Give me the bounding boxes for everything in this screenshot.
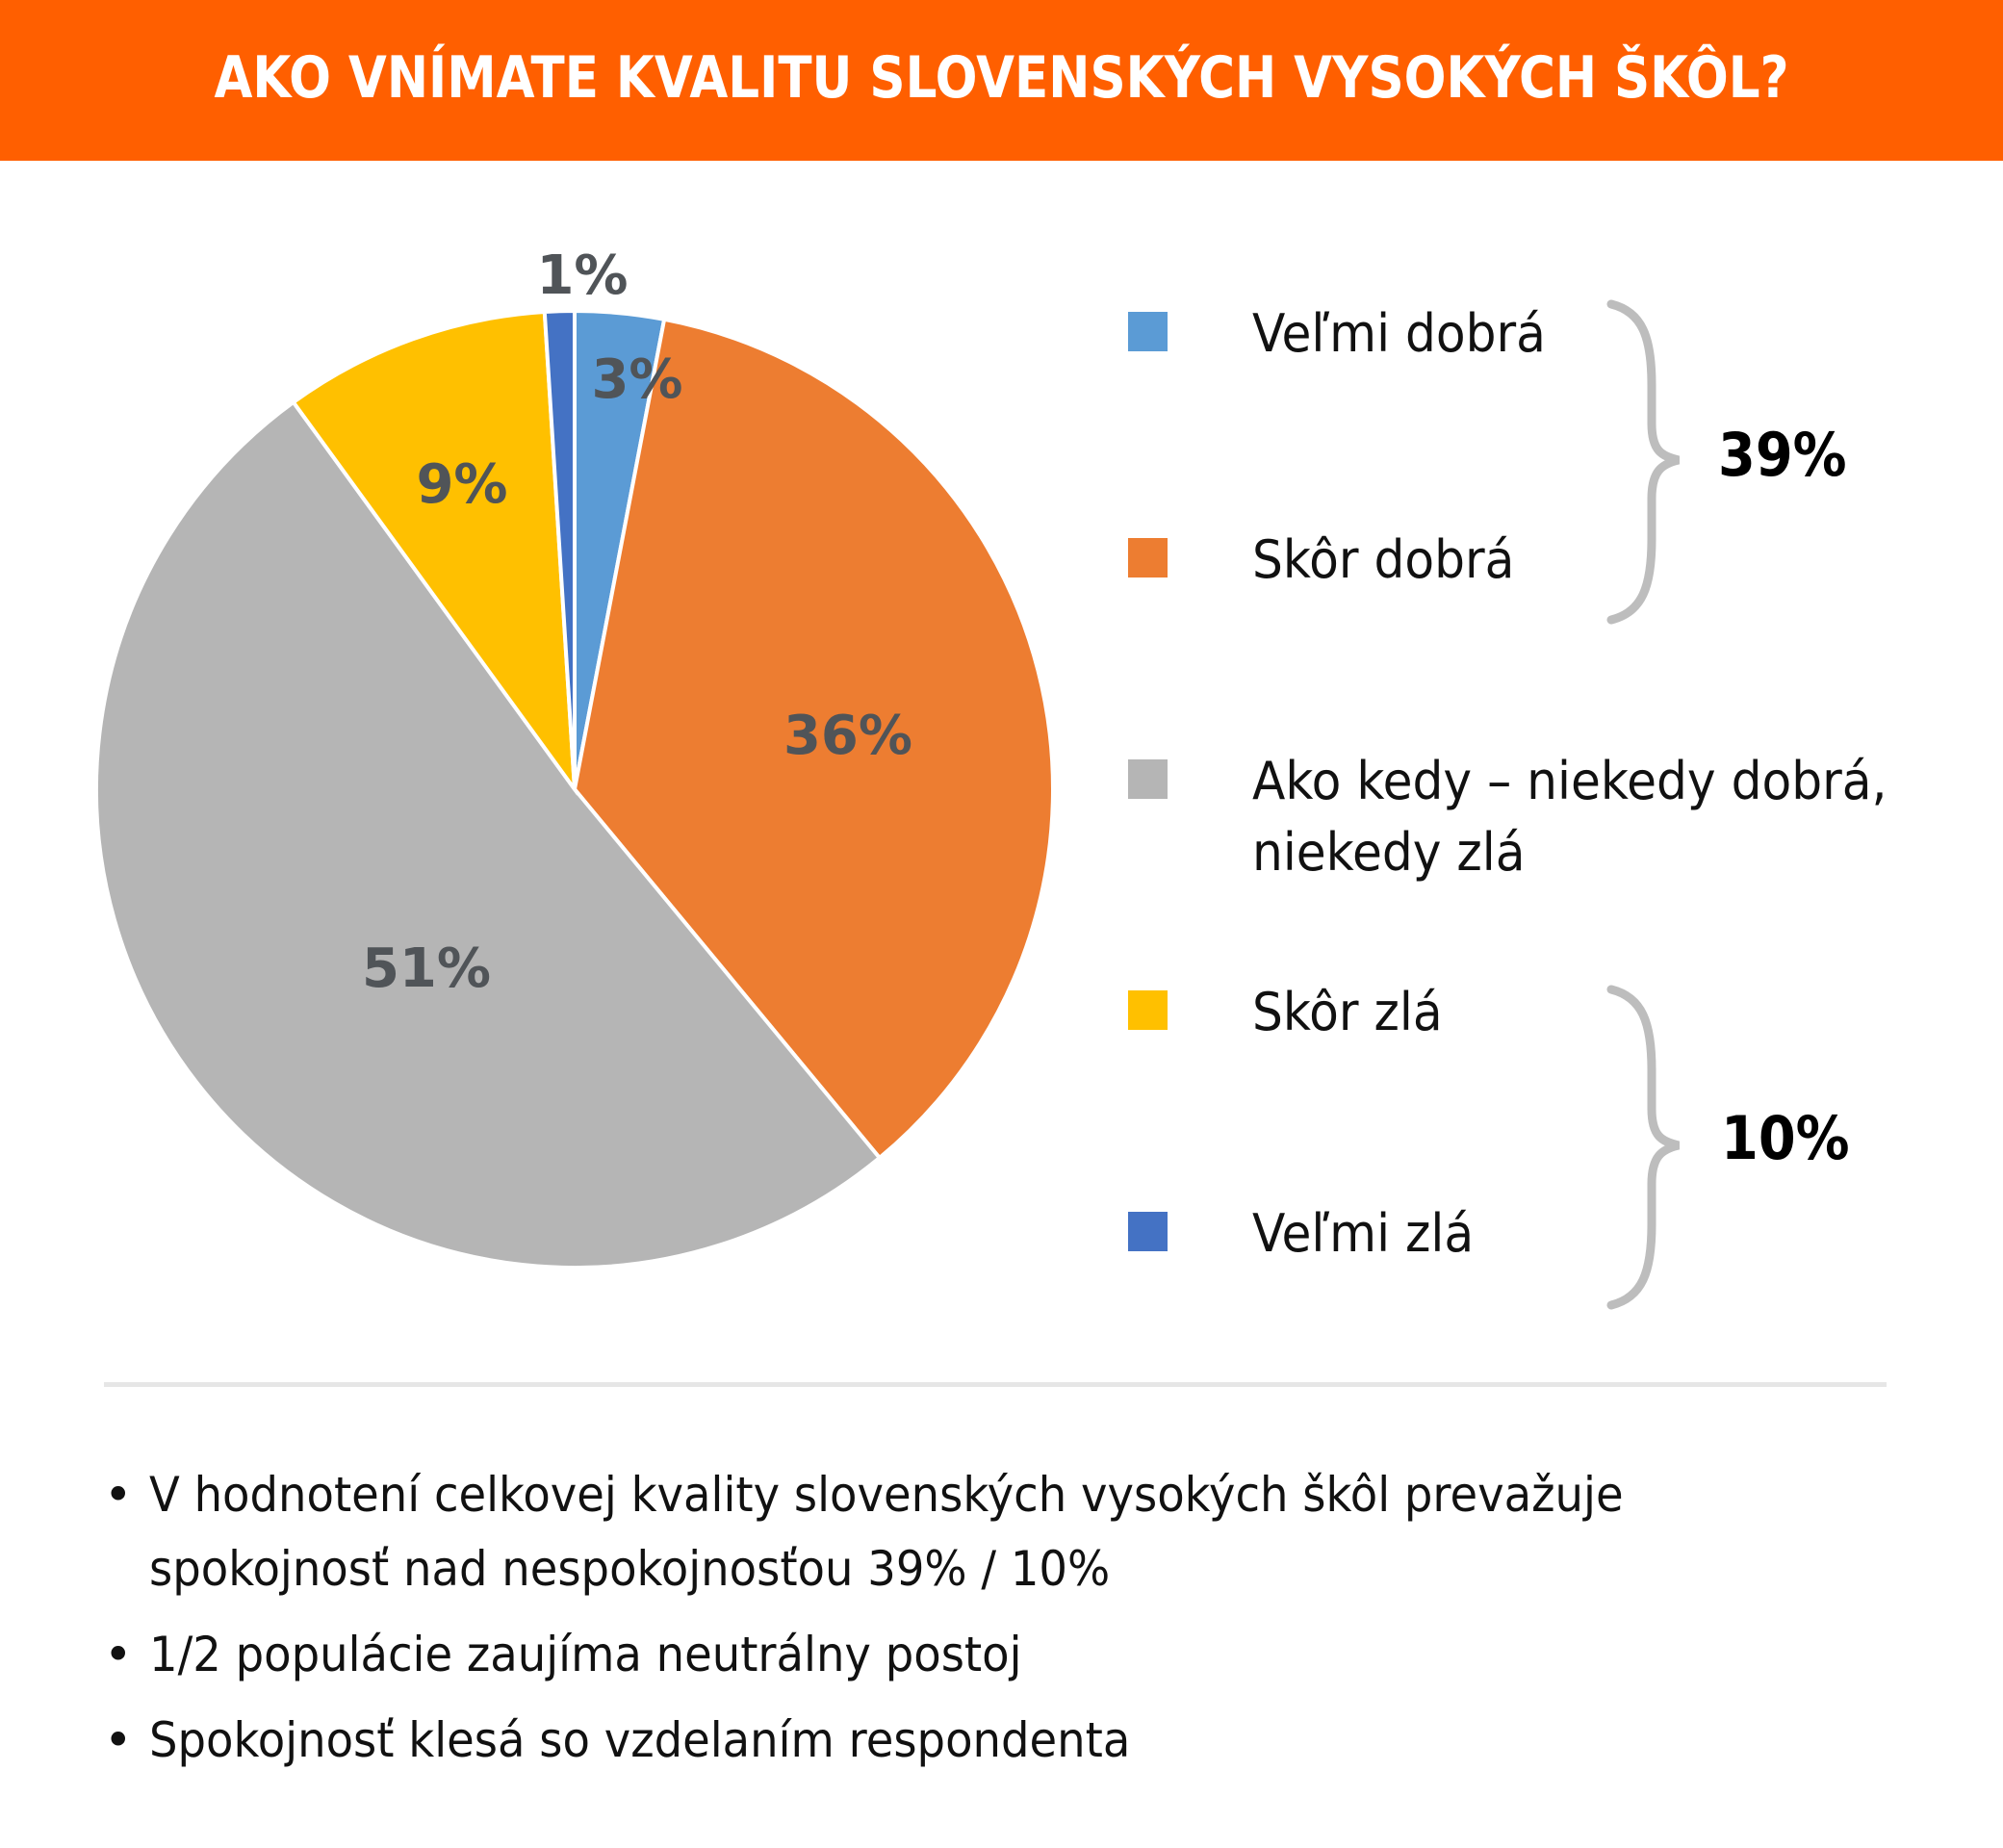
slice-label-skor-zla: 9%: [416, 453, 507, 516]
note-text: Spokojnosť klesá so vzdelaním respondent…: [149, 1712, 1131, 1768]
pie-chart: 1% 3% 36% 51% 9%: [94, 244, 1055, 1270]
divider: [104, 1382, 1887, 1387]
slice-label-velmi-dobra: 3%: [591, 348, 682, 411]
brace-icon-negative: [1606, 985, 1681, 1310]
slice-label-ako-kedy: 51%: [362, 937, 491, 1000]
notes-list: • V hodnotení celkovej kvality slovenský…: [96, 1458, 1925, 1789]
legend-item-ako-kedy: Ako kedy – niekedy dobrá, niekedy zlá: [1128, 746, 1935, 888]
legend-swatch-velmi-zla: [1128, 1212, 1168, 1251]
legend-swatch-ako-kedy: [1128, 759, 1168, 799]
legend-label: Skôr zlá: [1252, 982, 1443, 1042]
header-banner: AKO VNÍMATE KVALITU SLOVENSKÝCH VYSOKÝCH…: [0, 0, 2003, 161]
legend-swatch-skor-dobra: [1128, 538, 1168, 578]
chart-title: AKO VNÍMATE KVALITU SLOVENSKÝCH VYSOKÝCH…: [214, 44, 1789, 112]
note-item: • V hodnotení celkovej kvality slovenský…: [96, 1458, 1925, 1606]
group-total-negative: 10%: [1721, 1103, 1850, 1173]
brace-icon-positive: [1606, 299, 1681, 625]
group-total-positive: 39%: [1718, 420, 1847, 490]
note-text: V hodnotení celkovej kvality slovenských…: [149, 1458, 1868, 1606]
legend-label: Veľmi dobrá: [1252, 303, 1546, 364]
note-item: • 1/2 populácie zaujíma neutrálny postoj: [96, 1618, 1925, 1692]
note-line2: spokojnosť nad nespokojnosťou 39% / 10%: [149, 1541, 1111, 1597]
legend-swatch-velmi-dobra: [1128, 312, 1168, 351]
pie-slice-skor-dobra: [572, 317, 1055, 1161]
note-line1: V hodnotení celkovej kvality slovenských…: [149, 1467, 1624, 1523]
pie-slice-skor-zla: [291, 309, 578, 796]
pie-slice-ako-kedy: [94, 399, 883, 1270]
legend-item-velmi-zla: Veľmi zlá: [1128, 1198, 1490, 1270]
legend-label-line1: Ako kedy – niekedy dobrá,: [1252, 751, 1887, 811]
pie-slices: [94, 308, 1055, 1270]
legend-swatch-skor-zla: [1128, 990, 1168, 1030]
legend-item-skor-dobra: Skôr dobrá: [1128, 525, 1534, 596]
slice-label-skor-dobra: 36%: [783, 705, 912, 767]
legend-label: Ako kedy – niekedy dobrá, niekedy zlá: [1252, 746, 1887, 888]
bullet-icon: •: [104, 1627, 133, 1682]
note-item: • Spokojnosť klesá so vzdelaním responde…: [96, 1704, 1925, 1778]
note-text: 1/2 populácie zaujíma neutrálny postoj: [149, 1627, 1022, 1682]
bullet-icon: •: [104, 1712, 133, 1768]
legend-item-velmi-dobra: Veľmi dobrá: [1128, 298, 1568, 370]
legend-item-skor-zla: Skôr zlá: [1128, 977, 1456, 1048]
legend-label: Veľmi zlá: [1252, 1203, 1475, 1264]
slice-label-velmi-zla: 1%: [536, 244, 628, 307]
pie-slice-velmi-zla: [542, 308, 577, 790]
bullet-icon: •: [104, 1467, 133, 1523]
legend-label: Skôr dobrá: [1252, 529, 1515, 590]
legend-label-line2: niekedy zlá: [1252, 822, 1526, 883]
